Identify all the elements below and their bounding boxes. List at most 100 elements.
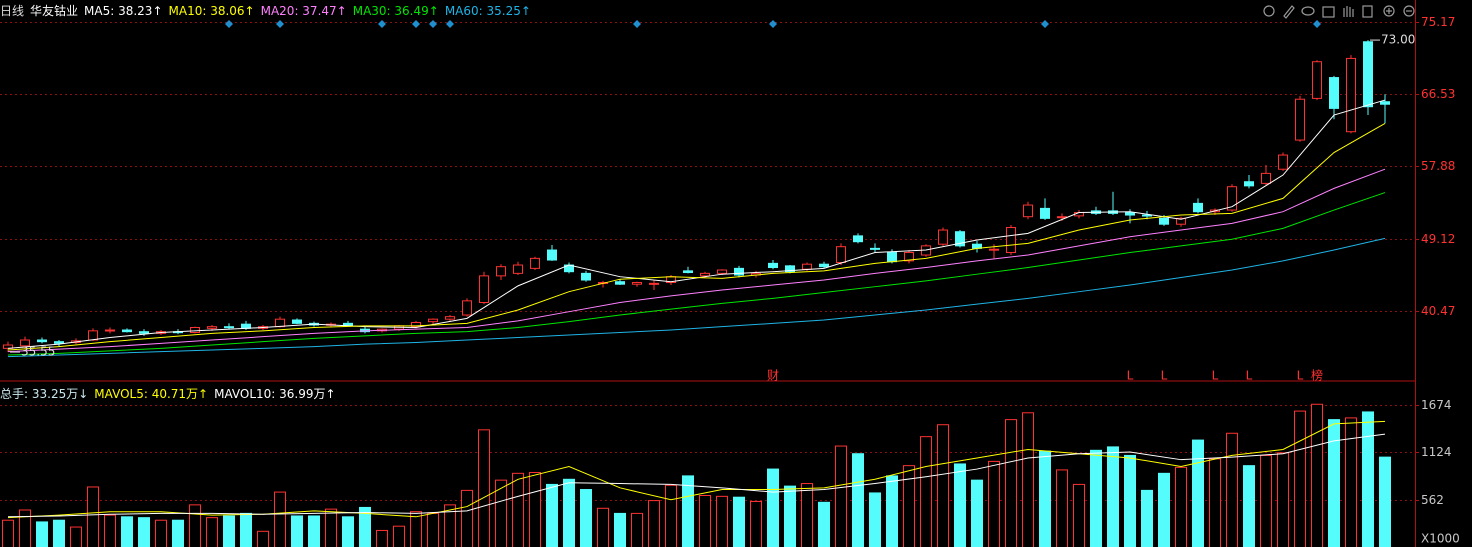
volume-bar xyxy=(1345,417,1357,547)
candle-body xyxy=(1329,77,1339,109)
candle-body xyxy=(1363,41,1373,108)
event-diamond xyxy=(412,20,420,28)
event-label: L xyxy=(1161,369,1168,383)
event-diamond xyxy=(769,20,777,28)
volume-header: 总手: 33.25万↓ MAVOL5: 40.71万↑ MAVOL10: 36.9… xyxy=(0,386,336,402)
volume-bar xyxy=(1090,449,1102,547)
volume-bar xyxy=(2,519,14,547)
volume-unit: X1000 xyxy=(1421,532,1460,546)
candle-body xyxy=(853,235,863,243)
volume-bar xyxy=(325,508,337,547)
candle-body xyxy=(547,249,557,261)
candle-body xyxy=(411,322,421,328)
candle-body xyxy=(1023,204,1033,218)
volume-bar xyxy=(461,489,473,547)
volume-bar xyxy=(954,463,966,547)
volume-bar xyxy=(546,483,558,547)
ma-line xyxy=(7,237,1386,358)
candle-body xyxy=(734,267,744,276)
candle-body xyxy=(1346,57,1356,133)
volume-bar xyxy=(1362,411,1374,547)
event-label: L xyxy=(1212,369,1219,383)
settings-icon[interactable] xyxy=(1263,5,1275,17)
volume-bar xyxy=(665,484,677,547)
event-label: 榜 xyxy=(1311,368,1323,383)
view-icon[interactable] xyxy=(1301,6,1315,16)
toolbar xyxy=(1263,5,1415,19)
candle-body xyxy=(105,329,115,332)
y-tick-label: 49.12 xyxy=(1421,232,1455,246)
candle-body xyxy=(581,272,591,281)
volume-bar xyxy=(920,436,932,547)
volume-bar xyxy=(53,519,65,547)
zoom-in-icon[interactable] xyxy=(1383,5,1395,17)
volume-bar xyxy=(1379,456,1391,547)
candle-body xyxy=(1125,212,1135,216)
candle-body xyxy=(1227,186,1237,211)
volume-bar xyxy=(36,521,48,547)
volume-bar xyxy=(189,504,201,547)
candle-body xyxy=(700,272,710,277)
volume-bar xyxy=(750,500,762,547)
event-diamond xyxy=(225,20,233,28)
period[interactable]: 日线 xyxy=(0,4,25,18)
volume-bar xyxy=(1056,469,1068,547)
candle-body xyxy=(632,282,642,285)
candle-body xyxy=(20,339,30,347)
ma-legend: MA5: 38.23↑ xyxy=(84,4,163,18)
volume-bar xyxy=(801,483,813,547)
volume-bar xyxy=(835,445,847,547)
candle-body xyxy=(1312,61,1322,99)
volume-bar xyxy=(291,515,303,547)
volume-bar xyxy=(614,512,626,547)
mavol-legend: MAVOL10: 36.99万↑ xyxy=(214,387,336,401)
ma-line xyxy=(7,168,1386,353)
volume-bar xyxy=(376,529,388,547)
zoom-out-icon[interactable] xyxy=(1403,5,1415,17)
event-diamond xyxy=(378,20,386,28)
volume-bar xyxy=(1141,489,1153,547)
candle-body xyxy=(717,269,727,274)
volume-bar xyxy=(512,472,524,547)
candle-body xyxy=(462,300,472,316)
ma-legend: MA10: 38.06↑ xyxy=(168,4,255,18)
volume-bar xyxy=(682,475,694,547)
volume-bar xyxy=(359,506,371,547)
volume-bar xyxy=(70,526,82,547)
mavol-line xyxy=(7,433,1386,518)
y-tick-label: 57.88 xyxy=(1421,159,1455,173)
event-label: L xyxy=(1246,369,1253,383)
volume-bar xyxy=(172,519,184,547)
volume-bar xyxy=(1005,419,1017,547)
volume-bar xyxy=(529,471,541,547)
volume-bar xyxy=(274,491,286,547)
volume-bar xyxy=(223,515,235,547)
lock-icon[interactable] xyxy=(1362,5,1373,18)
volume-bar xyxy=(1277,452,1289,547)
save-icon[interactable] xyxy=(1322,6,1335,18)
candle-body xyxy=(615,281,625,285)
volume-bar xyxy=(648,500,660,547)
volume-bar xyxy=(410,511,422,547)
zoom-in-plus xyxy=(1386,8,1392,14)
draw-icon[interactable] xyxy=(1283,5,1295,19)
ma-legend: MA60: 35.25↑ xyxy=(444,4,531,18)
volume-bar xyxy=(1260,454,1272,547)
candle-body xyxy=(1006,227,1016,254)
volume-bar xyxy=(1073,483,1085,547)
event-diamond xyxy=(1313,20,1321,28)
candle-body xyxy=(190,327,200,334)
event-label: 财 xyxy=(767,369,779,383)
candle-body xyxy=(683,270,693,274)
candle-body xyxy=(1040,207,1050,219)
candle-body xyxy=(1261,172,1271,184)
hand-icon[interactable] xyxy=(1343,6,1354,17)
stock-name: 华友钴业 xyxy=(30,4,79,18)
volume-bar xyxy=(903,465,915,547)
price-header: 日线 华友钴业 MA5: 38.23↑ MA10: 38.06↑ MA20: 37.… xyxy=(0,3,531,19)
volume-bar xyxy=(1158,472,1170,547)
volume-bar xyxy=(767,468,779,547)
y-tick-label: 1124 xyxy=(1421,445,1452,459)
volume-bar xyxy=(308,515,320,547)
